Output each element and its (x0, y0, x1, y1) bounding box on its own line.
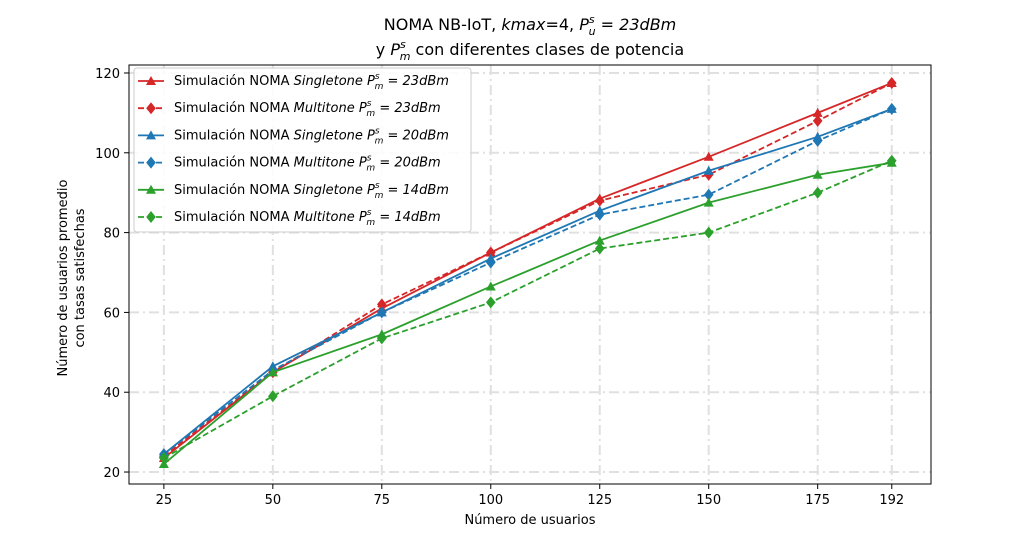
legend-entry-2: Simulación NOMA Singletone Ps m = 20dBm (138, 126, 449, 146)
legend-entry-5: Simulación NOMA Multitone Ps m = 14dBm (138, 208, 441, 228)
legend-entry-0: Simulación NOMA Singletone Ps m = 23dBm (138, 72, 449, 92)
y-tick-label-5: 120 (95, 67, 120, 82)
series-1-point-4 (594, 194, 605, 207)
series-5-point-7 (886, 154, 897, 167)
series-5-point-0 (159, 452, 169, 465)
y-axis-ticks: 20 40 60 80 100 120 (95, 67, 129, 481)
plot-frame (128, 64, 932, 485)
x-tick-label-2: 75 (374, 493, 391, 508)
series-5 (159, 154, 897, 465)
legend-label-2: Simulación NOMA Singletone Ps m = 20dBm (174, 126, 449, 146)
series-3-point-5 (703, 188, 714, 201)
chart-title-line1: NOMA NB-IoT, kmax=4, Ps u = 23dBm (384, 13, 677, 38)
legend-label-4: Simulación NOMA Singletone Ps m = 14dBm (174, 181, 449, 201)
y-tick-label-4: 100 (95, 147, 120, 162)
y-tick-label-3: 80 (103, 227, 120, 242)
series-4-point-5 (703, 197, 714, 207)
series-line-5 (163, 159, 893, 459)
series-4-point-3 (485, 281, 496, 291)
legend-label-1: Simulación NOMA Multitone Ps m = 23dBm (174, 99, 441, 119)
x-tick-label-6: 175 (805, 493, 830, 508)
data-series (158, 76, 897, 469)
series-line-3 (163, 108, 893, 455)
legend-label-3: Simulación NOMA Multitone Ps m = 20dBm (174, 154, 441, 174)
series-5-point-5 (703, 226, 714, 239)
series-4-point-1 (267, 367, 278, 377)
x-tick-label-3: 100 (478, 493, 503, 508)
chart-title-line2: y Ps m con diferentes clases de potencia (376, 38, 684, 63)
series-1-point-6 (812, 114, 823, 127)
series-3-point-6 (812, 134, 823, 147)
series-3-point-7 (886, 102, 897, 115)
x-axis-ticks: 25 50 75 100 125 150 175 192 (156, 484, 904, 508)
series-4-point-6 (812, 169, 823, 179)
grid-lines (129, 65, 931, 484)
series-1-point-3 (485, 246, 496, 259)
series-5-point-1 (268, 390, 278, 403)
series-5-point-3 (485, 296, 496, 309)
y-axis-label-line2: con tasas satisfechas (73, 208, 88, 347)
series-5-point-6 (812, 186, 823, 199)
x-tick-label-0: 25 (156, 493, 173, 508)
y-axis-label: Número de usuarios promedio con tasas sa… (56, 179, 88, 376)
series-3-point-3 (485, 256, 496, 269)
series-5-point-4 (594, 242, 605, 255)
series-4-point-4 (594, 235, 605, 245)
x-tick-label-5: 150 (696, 493, 721, 508)
legend-label-0: Simulación NOMA Singletone Ps m = 23dBm (174, 72, 449, 92)
legend-box (133, 67, 472, 233)
legend-marker-0 (146, 76, 156, 85)
y-tick-label-2: 60 (103, 306, 120, 321)
y-tick-label-0: 20 (103, 466, 120, 481)
x-tick-label-1: 50 (265, 493, 282, 508)
legend-marker-2 (146, 130, 156, 140)
series-0-point-6 (812, 107, 823, 117)
series-3 (159, 102, 897, 461)
x-tick-label-4: 125 (587, 493, 612, 508)
series-3-point-4 (594, 208, 605, 221)
y-axis-label-line1: Número de usuarios promedio (56, 179, 71, 376)
series-1-point-2 (377, 298, 387, 311)
legend-marker-1 (146, 102, 156, 115)
legend-marker-3 (146, 156, 156, 169)
series-2-point-5 (703, 165, 714, 175)
series-1-point-7 (886, 76, 897, 89)
series-3-point-2 (377, 306, 387, 319)
legend-entry-1: Simulación NOMA Multitone Ps m = 23dBm (138, 99, 441, 119)
y-tick-label-1: 40 (103, 386, 120, 401)
series-5-point-2 (377, 332, 387, 345)
legend-marker-5 (146, 211, 156, 223)
x-axis-label: Número de usuarios (464, 513, 595, 528)
x-tick-label-7: 192 (879, 493, 904, 508)
series-line-4 (163, 161, 892, 465)
series-line-2 (163, 108, 893, 455)
legend-entry-3: Simulación NOMA Multitone Ps m = 20dBm (138, 154, 441, 174)
series-0-point-5 (703, 151, 714, 161)
legend-entry-4: Simulación NOMA Singletone Ps m = 14dBm (138, 181, 449, 201)
legend-label-5: Simulación NOMA Multitone Ps m = 14dBm (174, 208, 441, 228)
legend: Simulación NOMA Singletone Ps m = 23dBm Si… (133, 67, 472, 233)
legend-marker-4 (146, 184, 156, 194)
